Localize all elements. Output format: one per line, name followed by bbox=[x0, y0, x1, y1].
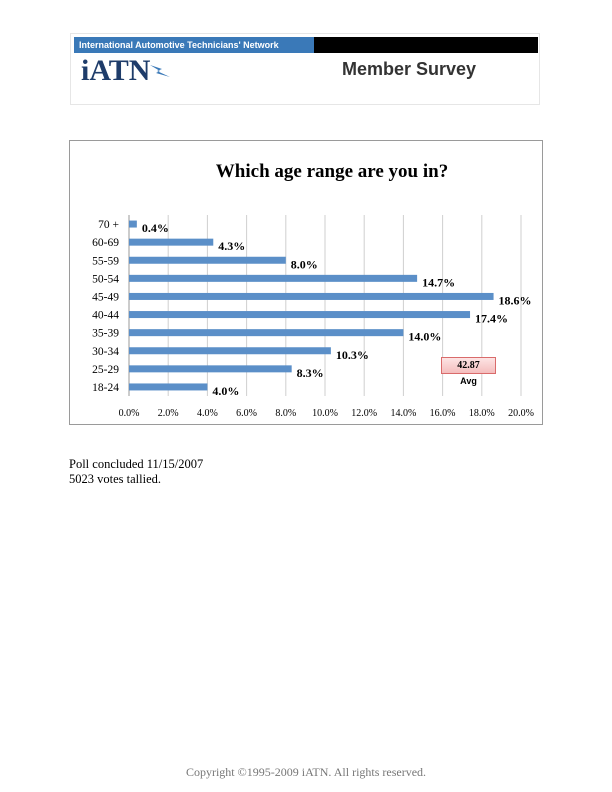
bar bbox=[129, 274, 418, 282]
x-tick-label: 14.0% bbox=[390, 408, 416, 419]
average-label: Avg bbox=[460, 376, 477, 386]
y-tick-label: 35-39 bbox=[92, 328, 119, 340]
data-label: 17.4% bbox=[475, 312, 508, 326]
x-tick-label: 20.0% bbox=[508, 408, 534, 419]
data-label: 14.7% bbox=[422, 275, 455, 289]
bar bbox=[129, 238, 214, 246]
y-tick-label: 18-24 bbox=[92, 382, 119, 394]
bar bbox=[129, 292, 494, 300]
value-labels: 0.4% 4.3% 8.0% 14.7% 18.6% 17.4% 14.0% 10.3% 8.3… bbox=[142, 221, 532, 398]
y-tick-label: 25-29 bbox=[92, 364, 119, 376]
data-label: 14.0% bbox=[408, 330, 441, 344]
bar bbox=[129, 256, 286, 264]
y-tick-label: 45-49 bbox=[92, 291, 119, 303]
lightning-icon bbox=[150, 65, 171, 77]
survey-header: International Automotive Technicians' Ne… bbox=[70, 33, 540, 105]
y-tick-label: 40-44 bbox=[92, 310, 119, 322]
poll-info: Poll concluded 11/15/2007 5023 votes tal… bbox=[69, 457, 203, 487]
survey-title: Member Survey bbox=[342, 59, 477, 79]
bars bbox=[129, 220, 494, 391]
bar bbox=[129, 365, 292, 373]
x-tick-label: 4.0% bbox=[197, 408, 218, 419]
x-tick-label: 2.0% bbox=[158, 408, 179, 419]
chart-title: Which age range are you in? bbox=[216, 161, 448, 182]
bar bbox=[129, 220, 137, 228]
bar bbox=[129, 311, 471, 319]
chart-canvas: Which age range are you in? 0.4% 4.3% 8.0%… bbox=[92, 161, 534, 419]
average-callout: 42.87 bbox=[441, 357, 496, 374]
x-tick-label: 8.0% bbox=[275, 408, 296, 419]
x-tick-label: 0.0% bbox=[119, 408, 140, 419]
x-tick-label: 12.0% bbox=[351, 408, 377, 419]
iatn-logo: iATN bbox=[81, 54, 172, 88]
bar bbox=[129, 329, 404, 337]
x-tick-label: 10.0% bbox=[312, 408, 338, 419]
data-label: 0.4% bbox=[142, 221, 169, 235]
bar bbox=[129, 347, 331, 355]
data-label: 4.3% bbox=[218, 239, 245, 253]
x-axis-ticks: 0.0% 2.0% 4.0% 6.0% 8.0% 10.0% 12.0% 14.0% 16.0%… bbox=[119, 408, 534, 419]
x-tick-label: 16.0% bbox=[430, 408, 456, 419]
data-label: 4.0% bbox=[212, 384, 239, 398]
y-tick-label: 70 + bbox=[98, 219, 119, 231]
y-tick-label: 30-34 bbox=[92, 346, 119, 358]
y-tick-label: 55-59 bbox=[92, 255, 119, 267]
data-label: 8.0% bbox=[291, 257, 318, 271]
poll-votes: 5023 votes tallied. bbox=[69, 472, 161, 486]
network-banner: International Automotive Technicians' Ne… bbox=[74, 37, 538, 53]
x-tick-label: 6.0% bbox=[236, 408, 257, 419]
x-tick-label: 18.0% bbox=[469, 408, 495, 419]
bar bbox=[129, 383, 208, 391]
age-range-chart: Which age range are you in? 0.4% 4.3% 8.0%… bbox=[69, 140, 543, 425]
poll-concluded: Poll concluded 11/15/2007 bbox=[69, 457, 204, 471]
data-label: 8.3% bbox=[297, 366, 324, 380]
logo-text: iATN bbox=[81, 54, 151, 87]
copyright: Copyright ©1995-2009 iATN. All rights re… bbox=[185, 765, 427, 779]
y-axis-ticks: 70 + 60-69 55-59 50-54 45-49 40-44 35-39 30-34 2… bbox=[92, 219, 119, 394]
data-label: 18.6% bbox=[499, 293, 532, 307]
data-label: 10.3% bbox=[336, 348, 369, 362]
y-tick-label: 50-54 bbox=[92, 273, 119, 285]
network-name: International Automotive Technicians' Ne… bbox=[74, 37, 314, 53]
y-tick-label: 60-69 bbox=[92, 237, 119, 249]
